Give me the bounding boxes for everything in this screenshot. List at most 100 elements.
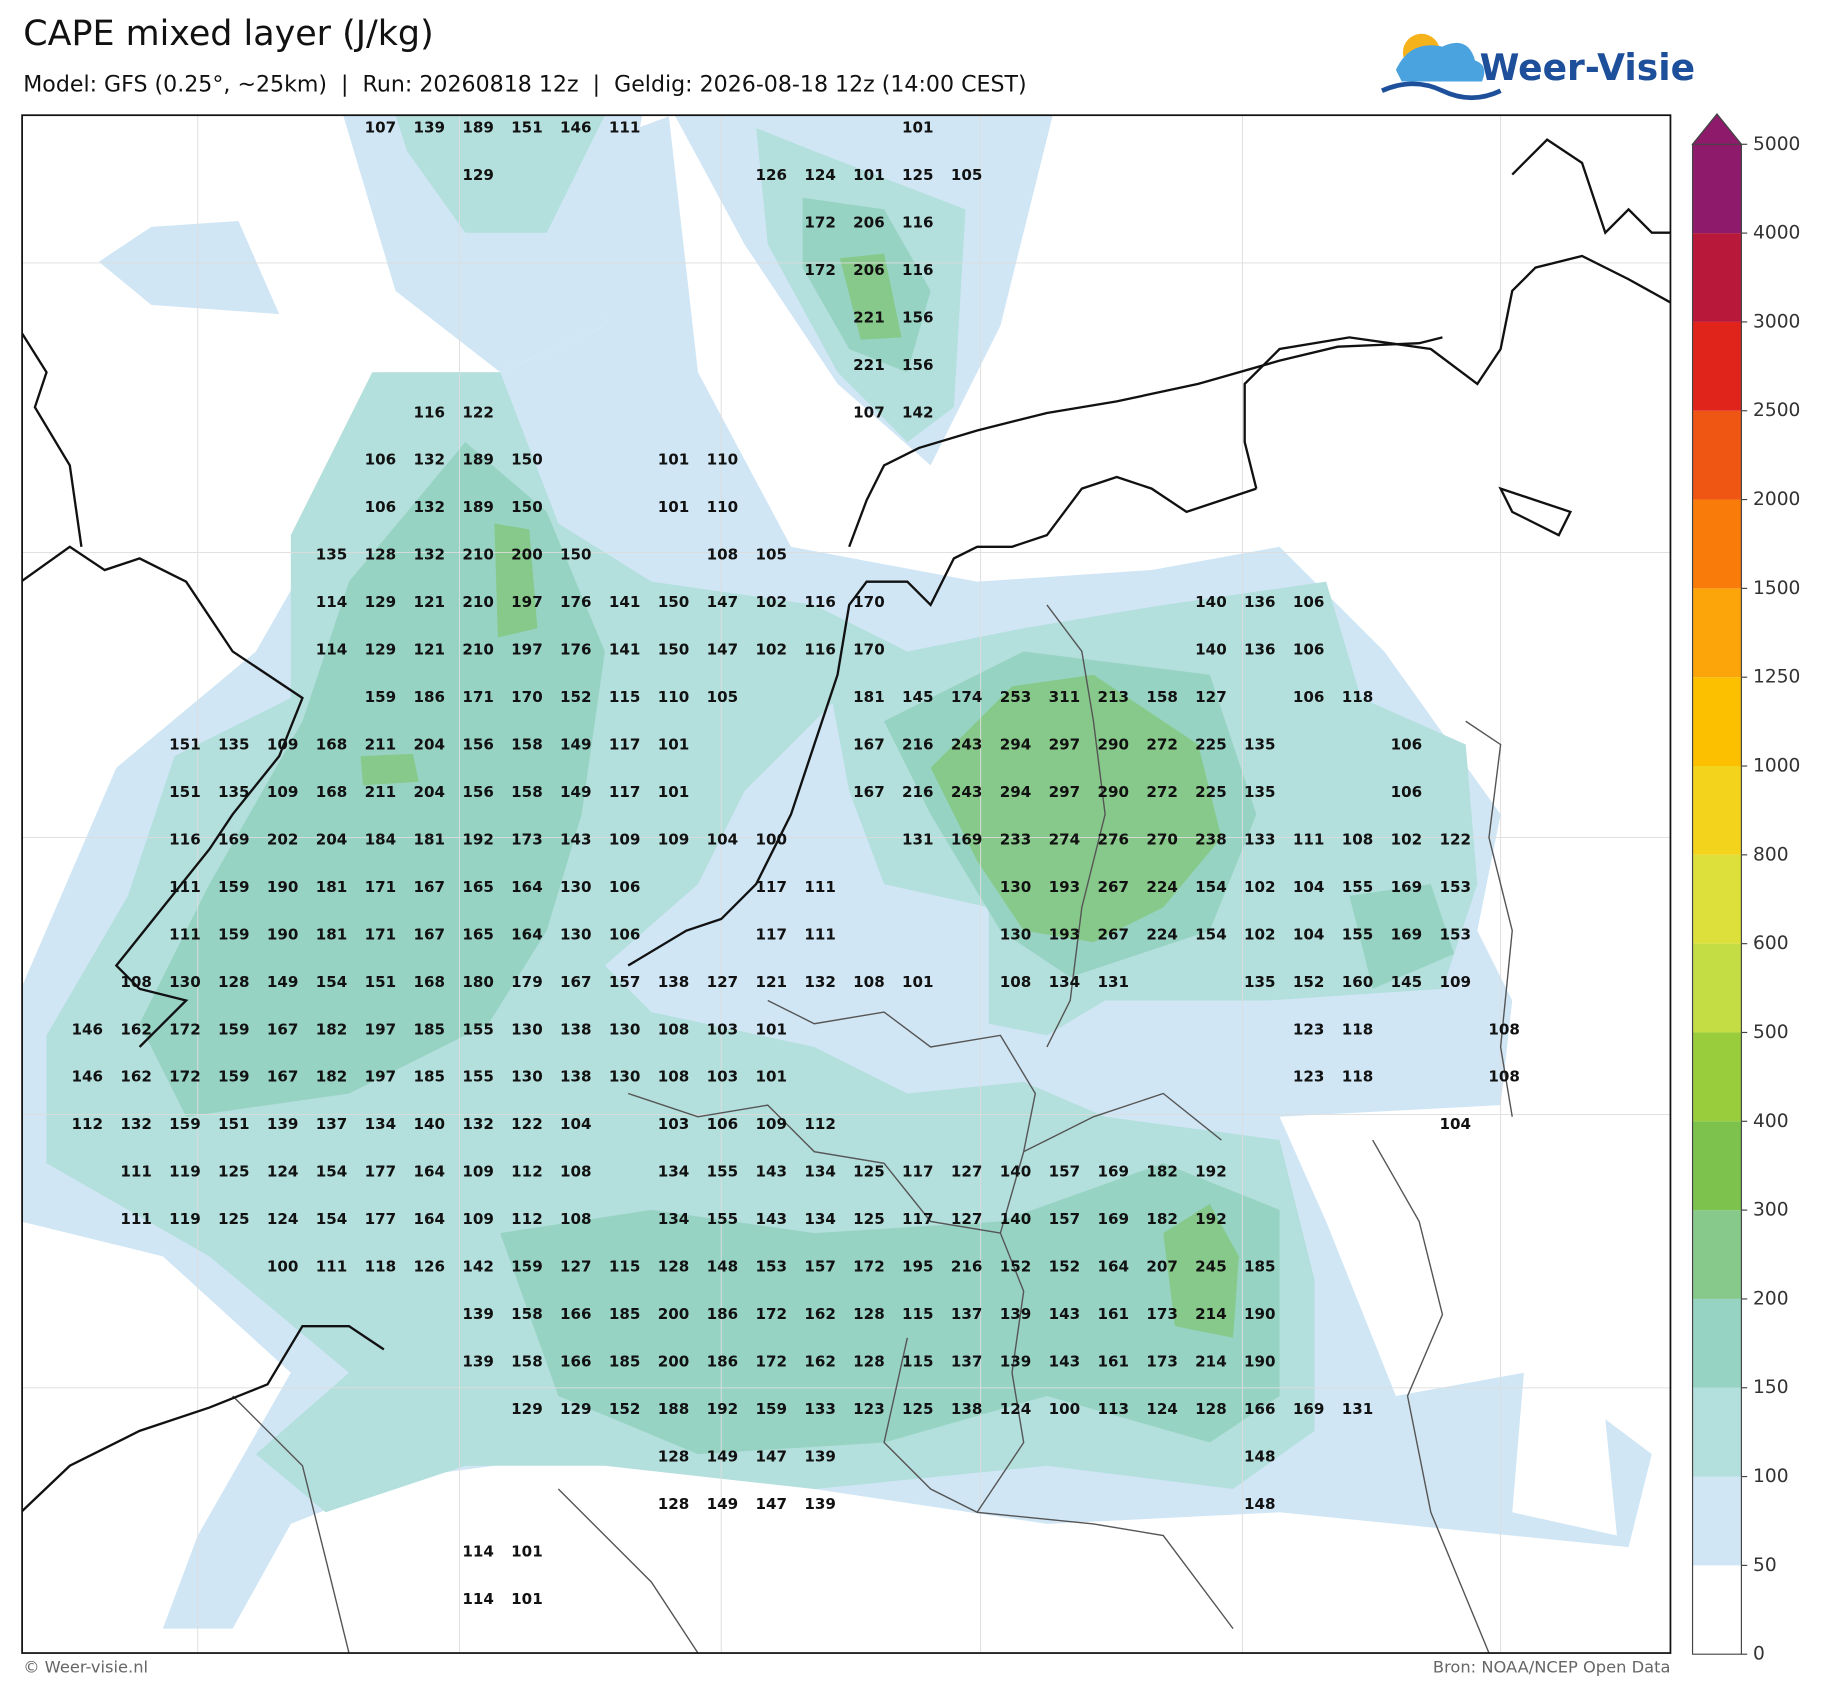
cape-label: 225 xyxy=(1195,783,1227,801)
colorbar-band xyxy=(1692,588,1742,678)
cape-label: 169 xyxy=(1293,1400,1325,1418)
cape-label: 145 xyxy=(902,688,934,706)
cape-label: 159 xyxy=(169,1115,201,1133)
cape-label: 204 xyxy=(413,783,445,801)
cape-label: 167 xyxy=(267,1068,299,1086)
cape-label: 140 xyxy=(1000,1210,1032,1228)
cape-label: 167 xyxy=(560,973,592,991)
cape-label: 117 xyxy=(755,925,787,943)
cape-label: 272 xyxy=(1146,735,1178,753)
cape-label: 111 xyxy=(120,1210,152,1228)
cape-label: 153 xyxy=(1439,878,1471,896)
cape-label: 128 xyxy=(1195,1400,1227,1418)
cape-label: 111 xyxy=(1293,830,1325,848)
cape-label: 192 xyxy=(1195,1163,1227,1181)
shade-50 xyxy=(98,221,280,315)
cape-label: 180 xyxy=(462,973,494,991)
cape-label: 148 xyxy=(1244,1447,1276,1465)
cape-label: 115 xyxy=(609,1258,641,1276)
border-line xyxy=(1046,604,1106,1048)
logo-text: Weer-Visie xyxy=(1480,47,1695,89)
cape-label: 152 xyxy=(1293,973,1325,991)
cape-label: 127 xyxy=(951,1210,983,1228)
cape-label: 124 xyxy=(1000,1400,1032,1418)
cape-label: 116 xyxy=(804,641,836,659)
cape-label: 109 xyxy=(609,830,641,848)
cape-label: 111 xyxy=(120,1163,152,1181)
cape-label: 143 xyxy=(1049,1305,1081,1323)
cape-label: 172 xyxy=(804,261,836,279)
cape-label: 159 xyxy=(218,878,250,896)
cape-label: 155 xyxy=(1342,878,1374,896)
cape-label: 132 xyxy=(462,1115,494,1133)
cape-label: 106 xyxy=(1293,593,1325,611)
cape-label: 122 xyxy=(511,1115,543,1133)
colorbar-tick-label: 5000 xyxy=(1753,134,1800,155)
colorbar-tick-label: 1500 xyxy=(1753,578,1800,599)
cape-label: 140 xyxy=(413,1115,445,1133)
cape-label: 124 xyxy=(267,1210,299,1228)
cape-label: 135 xyxy=(1244,973,1276,991)
cape-label: 190 xyxy=(267,925,299,943)
cape-label: 190 xyxy=(1244,1305,1276,1323)
cape-label: 104 xyxy=(707,830,739,848)
cape-label: 112 xyxy=(511,1210,543,1228)
footer-left: © Weer-visie.nl xyxy=(23,1658,148,1677)
cape-label: 105 xyxy=(755,546,787,564)
cape-label: 124 xyxy=(804,166,836,184)
cape-label: 101 xyxy=(658,498,690,516)
colorbar-tick-label: 50 xyxy=(1753,1555,1777,1576)
cape-label: 101 xyxy=(511,1590,543,1608)
cape-label: 156 xyxy=(902,308,934,326)
cape-label: 192 xyxy=(707,1400,739,1418)
shade-150 xyxy=(1349,884,1455,989)
cape-label: 158 xyxy=(511,1305,543,1323)
shade-150 xyxy=(500,1163,1280,1455)
cape-label: 127 xyxy=(707,973,739,991)
cape-label: 143 xyxy=(755,1210,787,1228)
cape-label: 116 xyxy=(902,213,934,231)
coast-fr xyxy=(22,1325,385,1513)
cape-label: 189 xyxy=(462,498,494,516)
cape-label: 149 xyxy=(560,735,592,753)
cape-label: 193 xyxy=(1049,878,1081,896)
cape-label: 177 xyxy=(365,1210,397,1228)
colorbar-band xyxy=(1692,1210,1742,1299)
colorbar-band xyxy=(1692,943,1742,1033)
cape-label: 185 xyxy=(609,1305,641,1323)
cape-label: 103 xyxy=(658,1115,690,1133)
cape-label: 131 xyxy=(902,830,934,848)
cape-label: 167 xyxy=(413,925,445,943)
cape-label: 197 xyxy=(511,593,543,611)
cape-label: 140 xyxy=(1195,641,1227,659)
cape-label: 119 xyxy=(169,1210,201,1228)
cape-label: 135 xyxy=(218,735,250,753)
cape-label: 189 xyxy=(462,451,494,469)
cape-label: 290 xyxy=(1097,735,1129,753)
cape-label: 111 xyxy=(609,119,641,137)
colorbar-tick-label: 300 xyxy=(1753,1200,1789,1221)
colorbar-tick-label: 2000 xyxy=(1753,489,1800,510)
cape-label: 204 xyxy=(316,830,348,848)
cape-label: 108 xyxy=(560,1210,592,1228)
cape-label: 152 xyxy=(560,688,592,706)
cape-label: 211 xyxy=(365,735,397,753)
cape-label: 164 xyxy=(413,1163,445,1181)
cape-label: 134 xyxy=(658,1210,690,1228)
cape-label: 109 xyxy=(462,1163,494,1181)
cape-label: 139 xyxy=(1000,1305,1032,1323)
colorbar-band xyxy=(1692,766,1742,855)
cape-label: 154 xyxy=(1195,878,1227,896)
cape-label: 108 xyxy=(707,546,739,564)
cape-label: 276 xyxy=(1097,830,1129,848)
cape-label: 202 xyxy=(267,830,299,848)
cape-label: 154 xyxy=(316,1210,348,1228)
cape-label: 214 xyxy=(1195,1352,1227,1370)
cape-label: 106 xyxy=(365,451,397,469)
cape-label: 114 xyxy=(462,1542,494,1560)
coast-uk xyxy=(22,331,83,547)
cape-label: 117 xyxy=(902,1210,934,1228)
cape-label: 189 xyxy=(462,119,494,137)
cape-label: 185 xyxy=(609,1352,641,1370)
cape-label: 130 xyxy=(511,1020,543,1038)
